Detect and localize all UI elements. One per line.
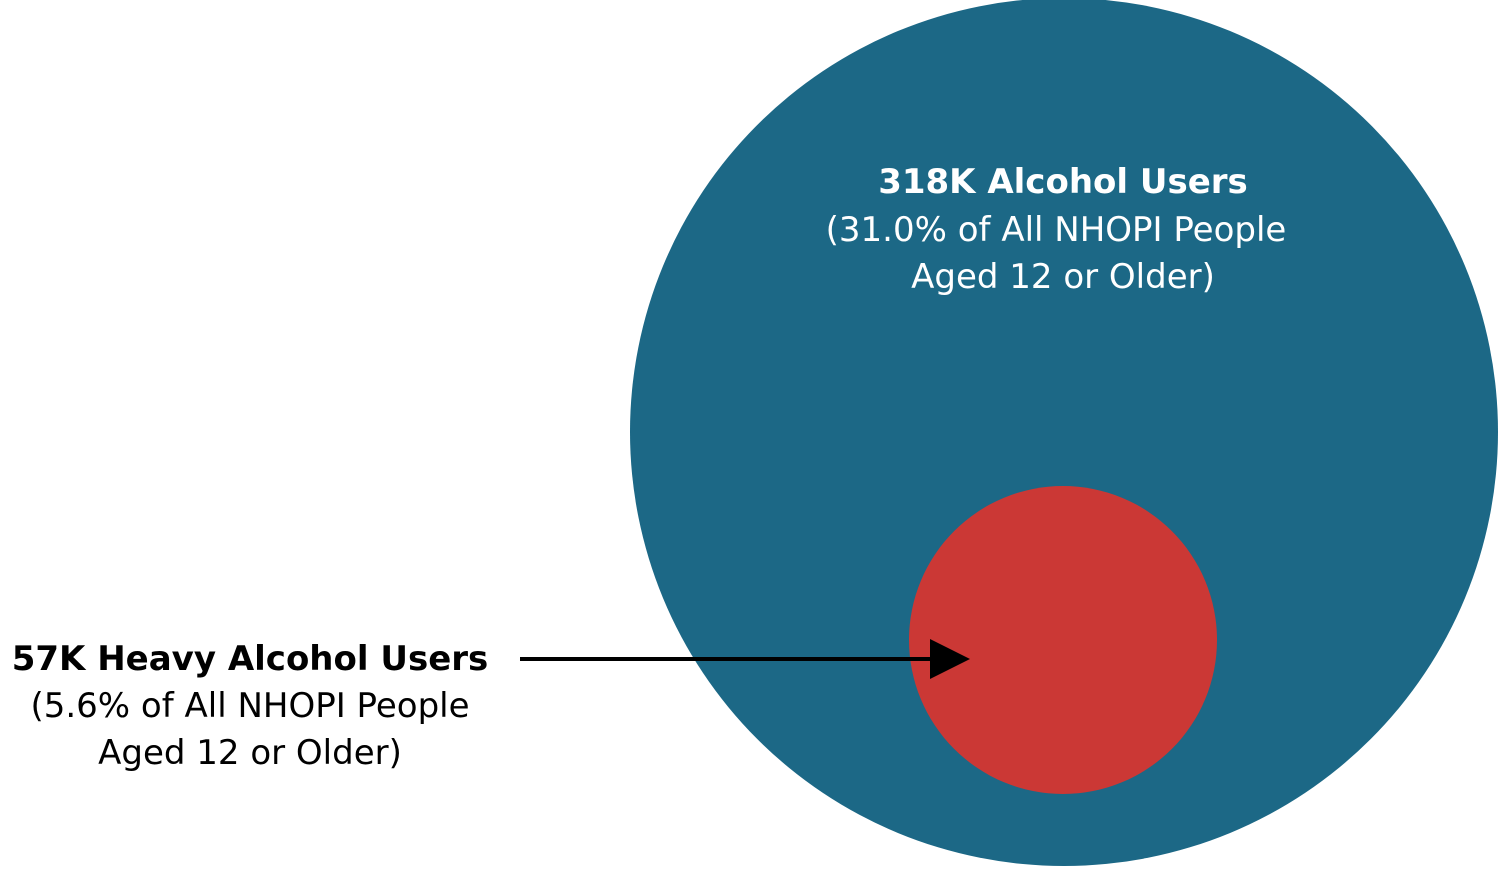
heavy-alcohol-users-title: 57K Heavy Alcohol Users [12, 639, 489, 679]
alcohol-users-circle [630, 0, 1498, 866]
alcohol-users-percent-line: (31.0% of All NHOPI People [826, 210, 1287, 250]
alcohol-users-age-line: Aged 12 or Older) [911, 257, 1215, 297]
alcohol-users-title: 318K Alcohol Users [878, 162, 1248, 202]
heavy-alcohol-users-age-line: Aged 12 or Older) [98, 733, 402, 773]
heavy-alcohol-users-percent-line: (5.6% of All NHOPI People [30, 686, 469, 726]
heavy-alcohol-users-circle [909, 486, 1217, 794]
